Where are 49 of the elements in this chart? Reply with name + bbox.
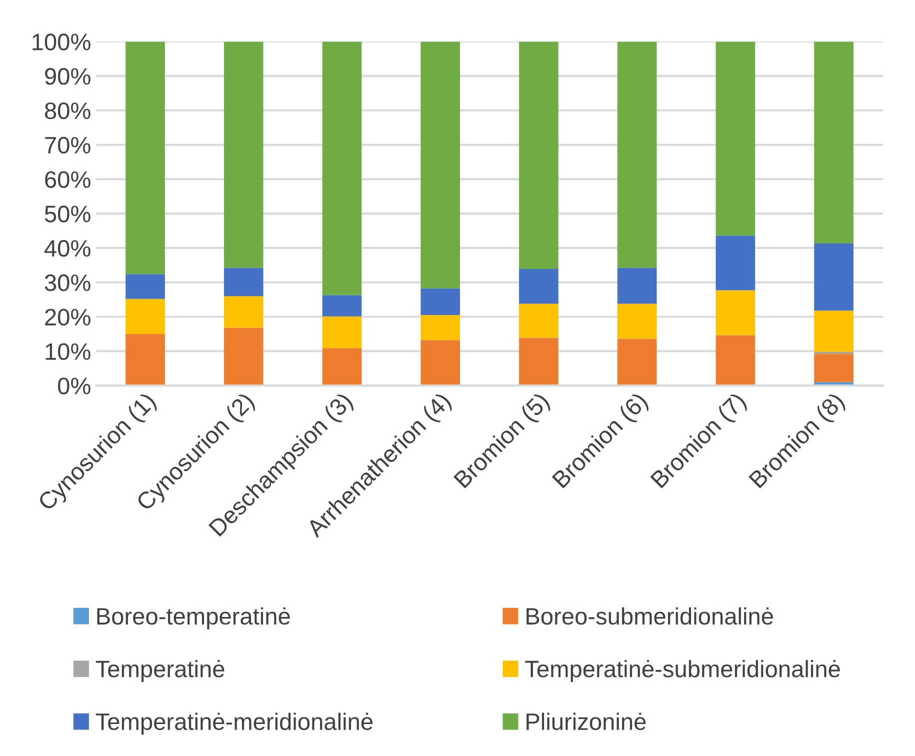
bar xyxy=(617,42,657,268)
bar xyxy=(420,340,460,386)
bar xyxy=(322,348,362,386)
bar xyxy=(814,354,854,382)
bar xyxy=(126,298,165,334)
bar xyxy=(322,42,362,296)
y-tick-label: 30% xyxy=(44,274,90,292)
bar xyxy=(617,268,657,304)
y-tick-label: 50% xyxy=(44,206,90,222)
bar xyxy=(126,274,165,299)
bar xyxy=(420,288,460,316)
y-tick-label: 20% xyxy=(45,308,90,326)
bar xyxy=(814,42,854,244)
bar xyxy=(224,296,264,328)
bar xyxy=(224,42,264,268)
y-tick-label: 60% xyxy=(45,171,90,188)
bar xyxy=(224,268,264,296)
bar xyxy=(519,304,558,338)
bar xyxy=(420,315,460,340)
y-tick-label: 90% xyxy=(45,68,90,85)
bar xyxy=(814,243,854,311)
bar xyxy=(126,334,165,386)
legend-label: Boreo-temperatinė xyxy=(97,607,290,630)
legend-label: Temperatinė-submeridionalinė xyxy=(525,660,840,682)
bar xyxy=(519,338,558,386)
bar xyxy=(716,335,756,386)
bar xyxy=(519,268,558,304)
legend-label: Temperatinė xyxy=(96,660,224,682)
legend-label: Pliurizoninė xyxy=(526,712,646,730)
y-tick-label: 80% xyxy=(44,102,90,120)
bar xyxy=(322,316,362,348)
y-tick-label: 70% xyxy=(45,136,90,154)
bar xyxy=(224,328,264,386)
bar xyxy=(617,338,657,386)
y-tick-label: 100% xyxy=(32,34,90,50)
legend-label: Temperatinė-meridionalinė xyxy=(96,712,373,735)
bar xyxy=(716,42,756,236)
bar xyxy=(126,42,165,274)
bar xyxy=(617,304,657,339)
bar xyxy=(420,42,460,288)
bar xyxy=(814,310,854,352)
bar xyxy=(716,290,756,336)
bar xyxy=(322,295,362,316)
y-tick-label: 0% xyxy=(58,378,90,394)
legend-label: Boreo-submeridionalinė xyxy=(526,607,773,625)
y-tick-label: 40% xyxy=(44,240,90,257)
bar xyxy=(519,42,558,269)
bar xyxy=(716,236,756,290)
y-tick-label: 10% xyxy=(46,343,90,360)
